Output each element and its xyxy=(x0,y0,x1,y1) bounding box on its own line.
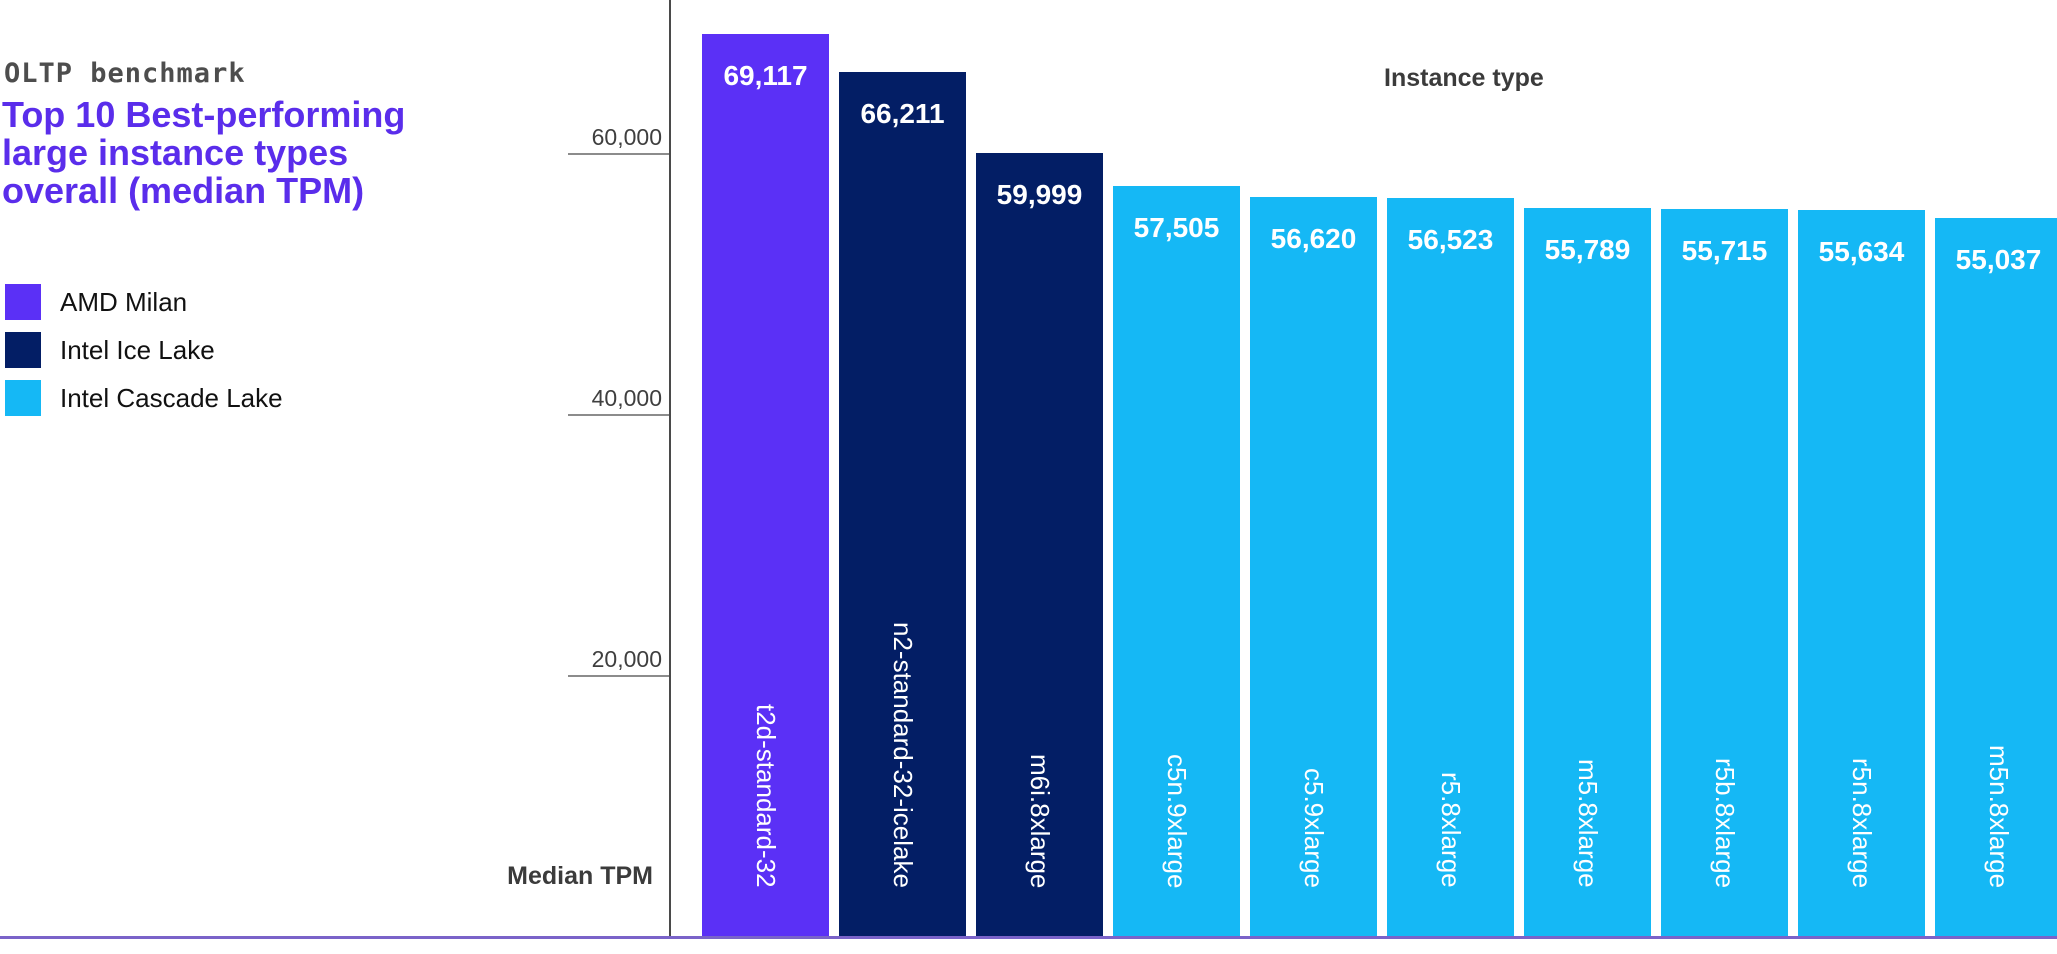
bar-value-label: 59,999 xyxy=(996,179,1083,210)
bar-category-label: c5n.9xlarge xyxy=(1162,753,1192,888)
bar-value-label: 69,117 xyxy=(723,60,808,91)
bar-value-label: 55,634 xyxy=(1818,236,1905,267)
bar-category-label: r5b.8xlarge xyxy=(1710,757,1740,888)
y-axis-line xyxy=(669,0,671,938)
bar-value-label: 55,037 xyxy=(1955,244,2042,275)
legend-swatch-icon xyxy=(5,284,41,320)
bar-value-label: 57,505 xyxy=(1133,212,1220,243)
chart-title-line-3: overall (median TPM) xyxy=(2,170,365,211)
bar-c5.9xlarge: 56,620 c5.9xlarge xyxy=(1250,197,1377,936)
bar-m5.8xlarge: 55,789 m5.8xlarge xyxy=(1524,208,1651,936)
y-axis-title: Median TPM xyxy=(507,862,653,890)
legend-label: AMD Milan xyxy=(60,287,188,317)
bar-category-label: r5n.8xlarge xyxy=(1847,757,1877,888)
legend-label: Intel Ice Lake xyxy=(60,335,215,365)
bar-category-label: c5.9xlarge xyxy=(1299,768,1329,888)
chart-title-line-1: Top 10 Best-performing xyxy=(2,94,406,135)
legend-item-0: AMD Milan xyxy=(5,284,283,320)
chart-legend: AMD Milan Intel Ice Lake Intel Cascade Lak… xyxy=(5,284,283,428)
y-tick-label: 60,000 xyxy=(591,124,662,150)
bar-value-label: 55,789 xyxy=(1544,234,1631,265)
bar-t2d-standard-32: 69,117 t2d-standard-32 xyxy=(702,34,829,936)
bar-r5.8xlarge: 56,523 r5.8xlarge xyxy=(1387,198,1514,936)
y-tick-label: 40,000 xyxy=(591,385,662,411)
bar-value-label: 66,211 xyxy=(860,98,945,129)
chart-title-line-2: large instance types xyxy=(2,132,349,173)
bar-r5b.8xlarge: 55,715 r5b.8xlarge xyxy=(1661,209,1788,936)
bar-n2-standard-32-icelake: 66,211 n2-standard-32-icelake xyxy=(839,72,966,936)
bar-category-label: t2d-standard-32 xyxy=(751,704,781,888)
bar-category-label: m5.8xlarge xyxy=(1573,759,1603,888)
bar-category-label: r5.8xlarge xyxy=(1436,772,1466,888)
legend-swatch-icon xyxy=(5,380,41,416)
bar-category-label: n2-standard-32-icelake xyxy=(888,622,918,888)
y-tick-line xyxy=(568,414,669,416)
x-axis-title: Instance type xyxy=(1384,64,1544,92)
bar-c5n.9xlarge: 57,505 c5n.9xlarge xyxy=(1113,186,1240,936)
y-tick-line xyxy=(568,153,669,155)
bar-value-label: 56,523 xyxy=(1407,224,1494,255)
legend-item-2: Intel Cascade Lake xyxy=(5,380,283,416)
x-axis-baseline xyxy=(0,936,2057,939)
y-tick-label: 20,000 xyxy=(591,646,662,672)
legend-swatch-icon xyxy=(5,332,41,368)
bar-m5n.8xlarge: 55,037 m5n.8xlarge xyxy=(1935,218,2057,936)
chart-title: Top 10 Best-performing large instance ty… xyxy=(2,96,405,210)
bar-category-label: m5n.8xlarge xyxy=(1984,744,2014,888)
bar-r5n.8xlarge: 55,634 r5n.8xlarge xyxy=(1798,210,1925,936)
legend-label: Intel Cascade Lake xyxy=(60,383,283,413)
bar-category-label: m6i.8xlarge xyxy=(1025,753,1055,888)
legend-item-1: Intel Ice Lake xyxy=(5,332,283,368)
y-tick-line xyxy=(568,675,669,677)
chart-eyebrow: OLTP benchmark xyxy=(4,58,246,89)
bar-m6i.8xlarge: 59,999 m6i.8xlarge xyxy=(976,153,1103,936)
bar-value-label: 55,715 xyxy=(1681,235,1768,266)
bar-value-label: 56,620 xyxy=(1270,223,1357,254)
